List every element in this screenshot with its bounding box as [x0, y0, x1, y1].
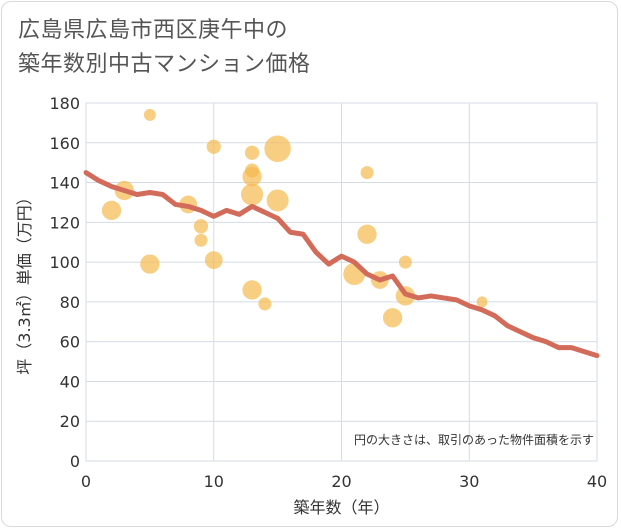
- bubble-point: [357, 224, 377, 244]
- bubble-point: [193, 219, 209, 234]
- y-tick-label: 60: [60, 333, 80, 352]
- title-line-1: 広島県広島市西区庚午中の: [18, 18, 289, 43]
- x-tick-label: 0: [81, 472, 91, 491]
- y-tick-label: 180: [49, 94, 80, 113]
- bubble-point: [264, 135, 291, 162]
- bubble-point: [143, 108, 156, 121]
- bubble-point: [244, 145, 260, 160]
- x-tick-label: 40: [587, 472, 607, 491]
- chart-title: 広島県広島市西区庚午中の 築年数別中古マンション価格: [18, 14, 311, 82]
- gridlines: [85, 102, 598, 462]
- bubble-point: [476, 296, 488, 308]
- y-tick-labels: 0 20 40 60 80 100 120 140 160 180: [49, 94, 80, 471]
- bubble-point: [204, 251, 223, 270]
- x-tick-label: 30: [459, 472, 479, 491]
- chart-note: 円の大きさは、取引のあった物件面積を示す: [354, 432, 594, 447]
- y-axis-label: 坪（3.3㎡）単価（万円）: [15, 189, 34, 374]
- bubble-point: [140, 254, 160, 274]
- y-tick-label: 100: [49, 253, 80, 272]
- x-tick-label: 10: [204, 472, 224, 491]
- bubble-point: [398, 255, 412, 269]
- bubble-point: [360, 166, 374, 180]
- bubble-point: [206, 139, 221, 154]
- y-tick-label: 140: [49, 174, 80, 193]
- bubble-point: [242, 166, 262, 187]
- bubble-point: [241, 183, 264, 206]
- bubble-point: [194, 233, 208, 247]
- bubble-point: [258, 297, 272, 311]
- bubble-point: [242, 280, 262, 300]
- title-line-2: 築年数別中古マンション価格: [18, 52, 311, 77]
- y-tick-label: 80: [60, 293, 80, 312]
- bubble-point: [101, 200, 122, 221]
- bubble-point: [382, 308, 403, 328]
- x-axis-label: 築年数（年）: [293, 498, 389, 517]
- y-tick-label: 120: [49, 213, 80, 232]
- y-tick-label: 160: [49, 134, 80, 153]
- y-tick-label: 0: [70, 452, 80, 471]
- y-tick-label: 20: [60, 412, 80, 431]
- x-tick-labels: 0 10 20 30 40: [81, 472, 607, 491]
- x-tick-label: 20: [331, 472, 351, 491]
- trend-line: [83, 170, 600, 359]
- bubble-point: [266, 189, 289, 212]
- y-tick-label: 40: [60, 372, 80, 391]
